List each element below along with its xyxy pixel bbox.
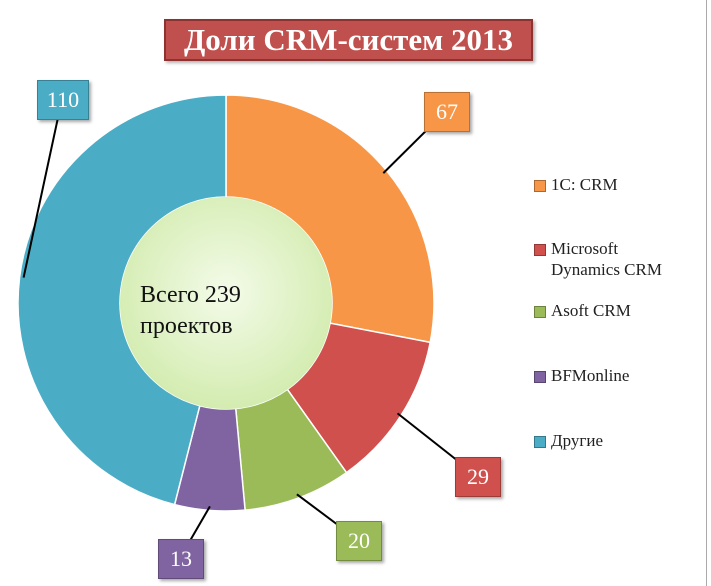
legend-item-microsoft: Microsoft Dynamics CRM xyxy=(532,238,662,280)
center-text: Всего 239 проектов xyxy=(140,280,310,342)
data-label-other: 110 xyxy=(37,80,89,120)
legend-item-1c-crm: 1C: CRM xyxy=(532,174,618,195)
legend-swatch xyxy=(534,306,546,318)
data-label-microsoft: 29 xyxy=(455,457,501,497)
legend-item-asoft: Asoft CRM xyxy=(532,300,631,321)
legend-item-other: Другие xyxy=(532,430,603,451)
legend-item-bfmonline: BFMonline xyxy=(532,365,629,386)
legend-label: Microsoft Dynamics CRM xyxy=(551,239,662,279)
legend-label: 1C: CRM xyxy=(551,175,618,194)
legend-swatch xyxy=(534,180,546,192)
data-label-bfmonline: 13 xyxy=(158,539,204,579)
center-text-line-2: проектов xyxy=(140,313,233,339)
legend-swatch xyxy=(534,244,546,256)
legend-swatch xyxy=(534,436,546,448)
data-label-1c-crm: 67 xyxy=(424,92,470,132)
donut-hole xyxy=(120,197,332,409)
legend-label: BFMonline xyxy=(551,366,630,385)
legend-label: Asoft CRM xyxy=(551,301,631,320)
center-text-line-1: Всего 239 xyxy=(140,282,241,308)
legend-label: Другие xyxy=(551,431,603,450)
data-label-asoft: 20 xyxy=(336,521,382,561)
slide-border xyxy=(706,0,707,586)
leader-line-4 xyxy=(22,98,63,278)
chart-title: Доли CRM-систем 2013 xyxy=(164,19,533,61)
legend-swatch xyxy=(534,371,546,383)
